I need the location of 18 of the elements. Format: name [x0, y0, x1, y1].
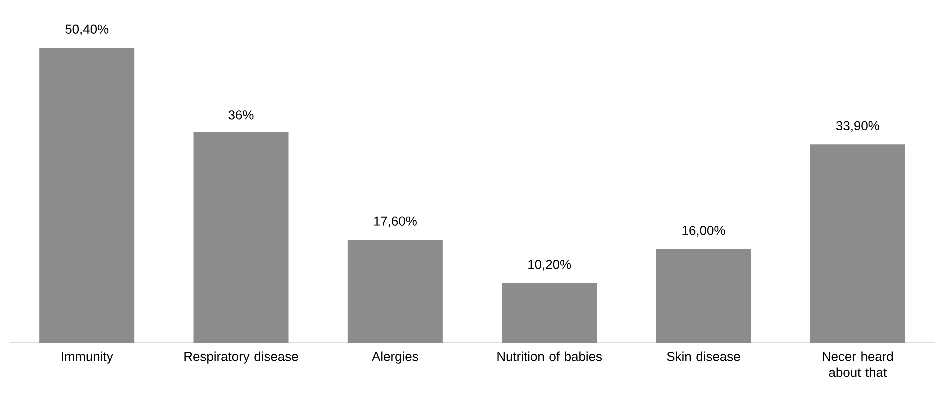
- bar: [810, 144, 906, 343]
- data-label: 50,40%: [66, 24, 109, 36]
- x-tick-label: Alergies: [372, 352, 418, 364]
- bar: [656, 249, 752, 343]
- data-label: 16,00%: [682, 226, 726, 237]
- x-tick-label: Respiratory disease: [184, 352, 298, 364]
- data-label: 33,90%: [836, 121, 880, 132]
- bar: [348, 240, 443, 343]
- bar: [194, 132, 289, 343]
- data-label: 17,60%: [374, 216, 417, 228]
- bar: [502, 283, 598, 343]
- data-label: 36%: [228, 110, 254, 120]
- x-tick-label: Skin disease: [667, 352, 740, 362]
- x-tick-label: Nutrition of babies: [498, 352, 602, 362]
- bar: [40, 48, 135, 343]
- x-tick-label: Immunity: [62, 352, 114, 364]
- data-label: 10,20%: [528, 260, 572, 271]
- x-tick-label: Necer heard about that: [822, 352, 894, 378]
